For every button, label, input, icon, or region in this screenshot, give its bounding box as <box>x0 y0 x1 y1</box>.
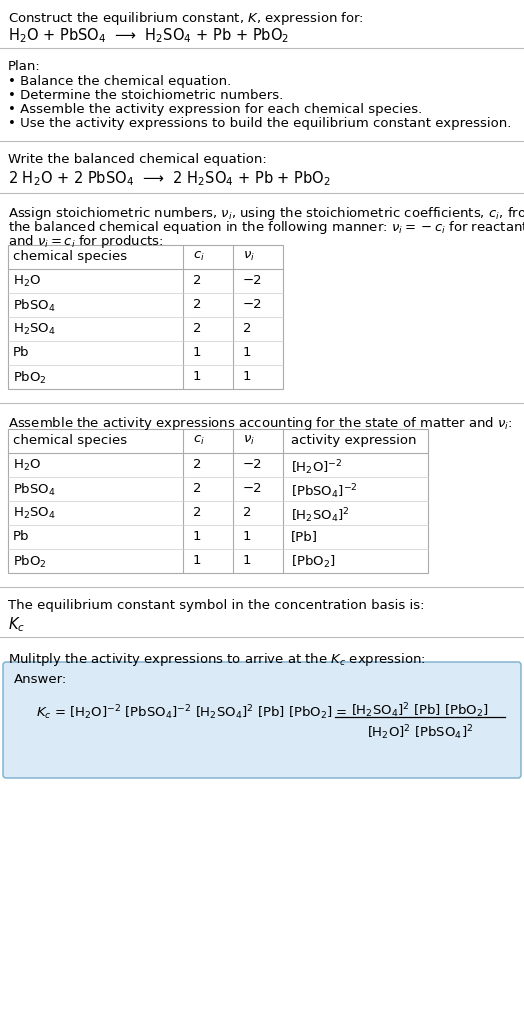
Text: $K_c$ = [H$_2$O]$^{-2}$ [PbSO$_4$]$^{-2}$ [H$_2$SO$_4$]$^2$ [Pb] [PbO$_2$] =: $K_c$ = [H$_2$O]$^{-2}$ [PbSO$_4$]$^{-2}… <box>36 703 347 722</box>
Text: 2: 2 <box>193 322 202 335</box>
Text: H$_2$SO$_4$: H$_2$SO$_4$ <box>13 506 56 521</box>
Text: H$_2$O: H$_2$O <box>13 458 41 473</box>
Text: $c_i$: $c_i$ <box>193 434 205 447</box>
Text: and $\nu_i = c_i$ for products:: and $\nu_i = c_i$ for products: <box>8 233 163 250</box>
Text: 1: 1 <box>193 554 202 567</box>
Text: H$_2$SO$_4$: H$_2$SO$_4$ <box>13 322 56 337</box>
Text: 2 H$_2$O + 2 PbSO$_4$  ⟶  2 H$_2$SO$_4$ + Pb + PbO$_2$: 2 H$_2$O + 2 PbSO$_4$ ⟶ 2 H$_2$SO$_4$ + … <box>8 169 331 188</box>
Text: 1: 1 <box>243 346 252 359</box>
Text: PbSO$_4$: PbSO$_4$ <box>13 298 56 314</box>
Text: [H$_2$SO$_4$]$^2$: [H$_2$SO$_4$]$^2$ <box>291 506 350 525</box>
Bar <box>8 429 428 573</box>
Text: [H$_2$O]$^2$ [PbSO$_4$]$^2$: [H$_2$O]$^2$ [PbSO$_4$]$^2$ <box>367 723 473 741</box>
Text: • Balance the chemical equation.: • Balance the chemical equation. <box>8 75 231 88</box>
Text: • Assemble the activity expression for each chemical species.: • Assemble the activity expression for e… <box>8 103 422 116</box>
Text: 2: 2 <box>193 274 202 287</box>
Text: 1: 1 <box>193 530 202 543</box>
Text: Answer:: Answer: <box>14 673 67 686</box>
Text: −2: −2 <box>243 274 263 287</box>
Text: 2: 2 <box>193 506 202 519</box>
Text: Mulitply the activity expressions to arrive at the $K_c$ expression:: Mulitply the activity expressions to arr… <box>8 651 426 668</box>
Text: −2: −2 <box>243 458 263 471</box>
Text: • Use the activity expressions to build the equilibrium constant expression.: • Use the activity expressions to build … <box>8 117 511 130</box>
Text: H$_2$O + PbSO$_4$  ⟶  H$_2$SO$_4$ + Pb + PbO$_2$: H$_2$O + PbSO$_4$ ⟶ H$_2$SO$_4$ + Pb + P… <box>8 26 289 45</box>
Text: activity expression: activity expression <box>291 434 417 447</box>
Text: 1: 1 <box>193 346 202 359</box>
Text: chemical species: chemical species <box>13 434 127 447</box>
Text: [PbSO$_4$]$^{-2}$: [PbSO$_4$]$^{-2}$ <box>291 482 358 500</box>
Text: 1: 1 <box>193 370 202 383</box>
Text: [Pb]: [Pb] <box>291 530 318 543</box>
Text: $\nu_i$: $\nu_i$ <box>243 250 255 263</box>
Text: −2: −2 <box>243 482 263 495</box>
Text: 2: 2 <box>193 458 202 471</box>
Text: 1: 1 <box>243 530 252 543</box>
Text: PbSO$_4$: PbSO$_4$ <box>13 482 56 498</box>
Text: PbO$_2$: PbO$_2$ <box>13 370 47 386</box>
Text: Pb: Pb <box>13 346 29 359</box>
Text: chemical species: chemical species <box>13 250 127 263</box>
Text: 1: 1 <box>243 370 252 383</box>
Text: 2: 2 <box>193 482 202 495</box>
Text: Construct the equilibrium constant, $K$, expression for:: Construct the equilibrium constant, $K$,… <box>8 10 364 27</box>
Text: 2: 2 <box>243 506 252 519</box>
Text: 1: 1 <box>243 554 252 567</box>
Text: [H$_2$O]$^{-2}$: [H$_2$O]$^{-2}$ <box>291 458 343 477</box>
Text: −2: −2 <box>243 298 263 311</box>
Text: Plan:: Plan: <box>8 60 41 73</box>
Text: PbO$_2$: PbO$_2$ <box>13 554 47 571</box>
Text: • Determine the stoichiometric numbers.: • Determine the stoichiometric numbers. <box>8 89 283 102</box>
Text: [H$_2$SO$_4$]$^2$ [Pb] [PbO$_2$]: [H$_2$SO$_4$]$^2$ [Pb] [PbO$_2$] <box>351 701 489 720</box>
Text: [PbO$_2$]: [PbO$_2$] <box>291 554 335 571</box>
Text: Assign stoichiometric numbers, $\nu_i$, using the stoichiometric coefficients, $: Assign stoichiometric numbers, $\nu_i$, … <box>8 205 524 222</box>
Text: The equilibrium constant symbol in the concentration basis is:: The equilibrium constant symbol in the c… <box>8 599 424 612</box>
Text: the balanced chemical equation in the following manner: $\nu_i = -c_i$ for react: the balanced chemical equation in the fo… <box>8 219 524 236</box>
Text: Assemble the activity expressions accounting for the state of matter and $\nu_i$: Assemble the activity expressions accoun… <box>8 415 512 432</box>
Text: $K_c$: $K_c$ <box>8 615 25 634</box>
Text: Write the balanced chemical equation:: Write the balanced chemical equation: <box>8 153 267 166</box>
FancyBboxPatch shape <box>3 662 521 778</box>
Text: $\nu_i$: $\nu_i$ <box>243 434 255 447</box>
Text: 2: 2 <box>193 298 202 311</box>
Text: H$_2$O: H$_2$O <box>13 274 41 289</box>
Text: $c_i$: $c_i$ <box>193 250 205 263</box>
Bar <box>8 245 283 388</box>
Text: 2: 2 <box>243 322 252 335</box>
Text: Pb: Pb <box>13 530 29 543</box>
